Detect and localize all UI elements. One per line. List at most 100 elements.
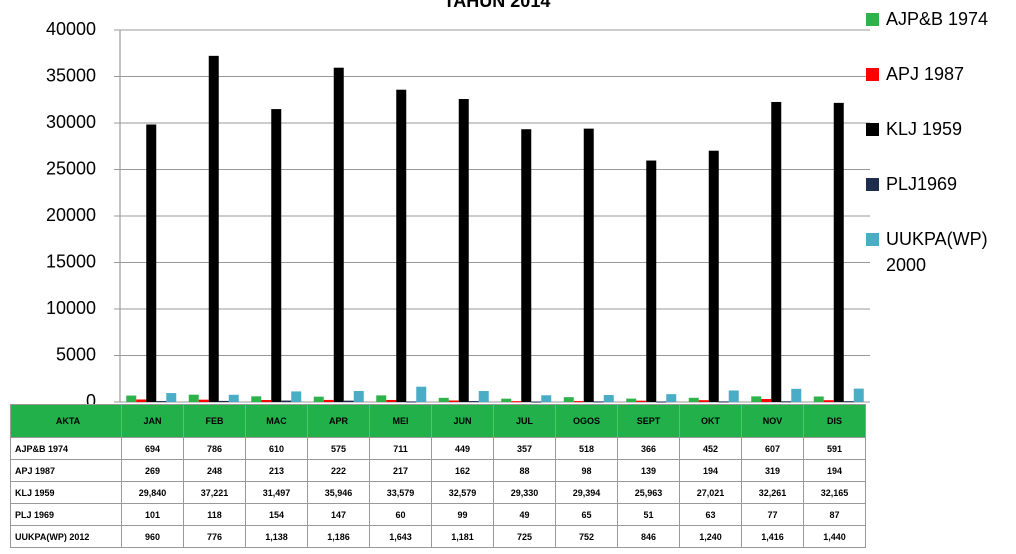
table-cell: 694 xyxy=(121,437,184,460)
y-tick-label: 30000 xyxy=(46,112,96,132)
table-cell: 217 xyxy=(369,459,432,482)
bar xyxy=(593,401,604,403)
table-cell: 213 xyxy=(245,459,308,482)
bar xyxy=(813,396,824,402)
bar xyxy=(541,395,552,402)
table-row: PLJ 1969 101 118 154 147 60 99 49 65 51 63 77 87 xyxy=(10,503,866,526)
bar xyxy=(511,401,522,403)
table-cell: 1,240 xyxy=(679,525,742,548)
x-tick-label: OGOS xyxy=(555,404,618,438)
legend-item: PLJ1969 xyxy=(866,171,1014,197)
bar xyxy=(708,150,719,402)
y-tick-label: 20000 xyxy=(46,205,96,225)
table-cell: 32,261 xyxy=(741,481,804,504)
legend-label: UUKPA(WP) 2000 xyxy=(886,229,988,275)
bar xyxy=(261,400,272,402)
bar xyxy=(478,391,489,402)
table-cell: 575 xyxy=(307,437,370,460)
table-row-label: UUKPA(WP) 2012 xyxy=(10,525,122,548)
legend-label: AJP&B 1974 xyxy=(886,9,989,29)
table-cell: 452 xyxy=(679,437,742,460)
bar xyxy=(583,128,594,402)
bar xyxy=(188,394,199,402)
legend: AJP&B 1974 APJ 1987 KLJ 1959 PLJ1969 UUKPA(W… xyxy=(866,6,1014,278)
table-cell: 35,946 xyxy=(307,481,370,504)
bar xyxy=(666,394,677,402)
table-row: APJ 1987 269 248 213 222 217 162 88 98 139 194 319 1… xyxy=(10,459,866,482)
table-cell: 49 xyxy=(493,503,556,526)
x-tick-label: NOV xyxy=(741,404,804,438)
table-cell: 32,165 xyxy=(803,481,866,504)
x-tick-label: FEB xyxy=(183,404,246,438)
table-cell: 25,963 xyxy=(617,481,680,504)
table-cell: 776 xyxy=(183,525,246,548)
bar xyxy=(718,401,729,403)
table-cell: 31,497 xyxy=(245,481,308,504)
bar xyxy=(603,395,614,402)
x-tick-label: JUL xyxy=(493,404,556,438)
bar xyxy=(698,400,709,402)
table-cell: 51 xyxy=(617,503,680,526)
bar xyxy=(791,388,802,402)
table-cell: 846 xyxy=(617,525,680,548)
x-tick-label: JUN xyxy=(431,404,494,438)
bar xyxy=(146,124,157,402)
bar xyxy=(376,395,387,402)
table-row-label: APJ 1987 xyxy=(10,459,122,482)
table-cell: 32,579 xyxy=(431,481,494,504)
table-row-label: PLJ 1969 xyxy=(10,503,122,526)
table-cell: 222 xyxy=(307,459,370,482)
table-row-label: AJP&B 1974 xyxy=(10,437,122,460)
bar xyxy=(563,397,574,402)
bar xyxy=(626,398,637,402)
bar xyxy=(573,401,584,403)
table-cell: 752 xyxy=(555,525,618,548)
bar xyxy=(468,401,479,403)
table-cell: 357 xyxy=(493,437,556,460)
table-cell: 319 xyxy=(741,459,804,482)
bar xyxy=(448,400,459,402)
bar xyxy=(343,400,354,402)
x-tick-label: DIS xyxy=(803,404,866,438)
bar xyxy=(166,393,177,402)
bar xyxy=(136,399,147,402)
legend-item: AJP&B 1974 xyxy=(866,6,1014,32)
chart-title: TAHUN 2014 xyxy=(444,0,551,11)
bar xyxy=(833,102,844,402)
bar xyxy=(823,400,834,402)
bar xyxy=(396,89,407,402)
bar xyxy=(333,67,344,402)
table-cell: 147 xyxy=(307,503,370,526)
table-cell: 87 xyxy=(803,503,866,526)
table-cell: 77 xyxy=(741,503,804,526)
bar xyxy=(271,109,282,402)
table-cell: 591 xyxy=(803,437,866,460)
bar xyxy=(636,400,647,402)
table-cell: 33,579 xyxy=(369,481,432,504)
table-cell: 449 xyxy=(431,437,494,460)
bar xyxy=(728,390,739,402)
y-tick-label: 35000 xyxy=(46,65,96,85)
table-cell: 786 xyxy=(183,437,246,460)
table-cell: 88 xyxy=(493,459,556,482)
x-tick-label: MAC xyxy=(245,404,308,438)
table-cell: 1,440 xyxy=(803,525,866,548)
table-cell: 98 xyxy=(555,459,618,482)
table-cell: 269 xyxy=(121,459,184,482)
bar xyxy=(218,400,229,402)
table-cell: 139 xyxy=(617,459,680,482)
table-cell: 99 xyxy=(431,503,494,526)
table-cell: 27,021 xyxy=(679,481,742,504)
table-row: KLJ 1959 29,840 37,221 31,497 35,946 33,579 32… xyxy=(10,481,866,504)
table-cell: 1,181 xyxy=(431,525,494,548)
bar xyxy=(291,391,302,402)
bar xyxy=(406,401,417,403)
table-cell: 1,643 xyxy=(369,525,432,548)
table-cell: 29,840 xyxy=(121,481,184,504)
table-row: AJP&B 1974 694 786 610 575 711 449 357 518 366 452… xyxy=(10,437,866,460)
table-cell: 607 xyxy=(741,437,804,460)
y-tick-label: 25000 xyxy=(46,158,96,178)
legend-label: PLJ1969 xyxy=(886,174,958,194)
table-cell: 101 xyxy=(121,503,184,526)
